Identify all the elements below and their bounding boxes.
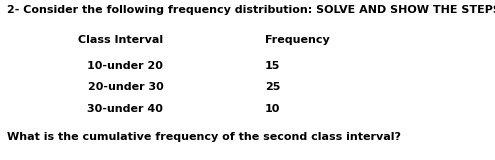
Text: Class Interval: Class Interval	[78, 35, 163, 45]
Text: 2- Consider the following frequency distribution: SOLVE AND SHOW THE STEPS: 2- Consider the following frequency dist…	[7, 5, 495, 15]
Text: 10-under 20: 10-under 20	[88, 61, 163, 71]
Text: Frequency: Frequency	[265, 35, 330, 45]
Text: 25: 25	[265, 82, 280, 92]
Text: What is the cumulative frequency of the second class interval?: What is the cumulative frequency of the …	[7, 132, 401, 142]
Text: 20-under 30: 20-under 30	[88, 82, 163, 92]
Text: 10: 10	[265, 104, 280, 114]
Text: 15: 15	[265, 61, 280, 71]
Text: 30-under 40: 30-under 40	[88, 104, 163, 114]
